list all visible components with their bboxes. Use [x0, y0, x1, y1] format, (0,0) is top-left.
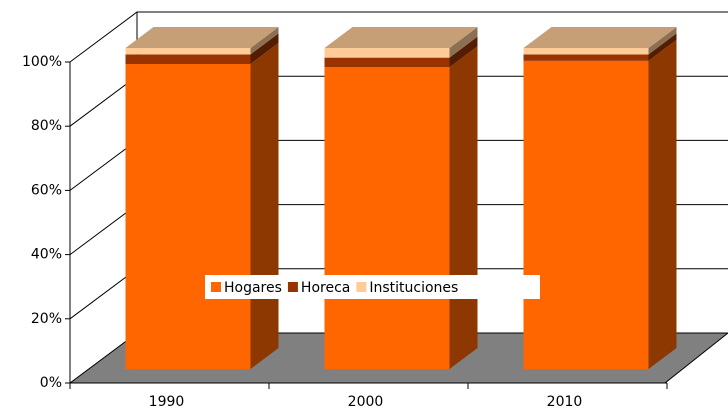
axes: 0% 20% 40% 60% 80% 100% 1990 2000 2010 [22, 54, 668, 410]
bar-segment [125, 48, 251, 55]
grid-line [69, 11, 728, 63]
bar-side [449, 27, 478, 58]
x-tick-label: 1990 [149, 394, 185, 410]
bar-segment [523, 60, 649, 370]
bar-segment [523, 54, 649, 61]
bar-side [648, 27, 677, 55]
y-tick-label: 80% [31, 118, 62, 134]
y-tick-label: 100% [22, 54, 62, 70]
y-tick-label: 0% [40, 375, 62, 391]
bar-segment [125, 54, 251, 65]
bars [125, 27, 677, 370]
bar-segment [324, 57, 450, 68]
legend-swatch [287, 282, 298, 292]
y-tick-label: 20% [31, 311, 62, 327]
bar-top [523, 27, 677, 48]
bar-segment [523, 48, 649, 55]
y-tick-label: 40% [31, 247, 62, 263]
legend: Hogares Horeca Instituciones [205, 275, 540, 299]
bar-side [250, 43, 279, 370]
bar-side [449, 46, 478, 369]
legend-label: Instituciones [369, 280, 458, 296]
legend-swatch [211, 282, 221, 292]
bar-side [250, 33, 279, 65]
bar-top [125, 27, 279, 48]
legend-swatch [356, 282, 367, 292]
bar-segment [125, 64, 251, 370]
bar-side [250, 27, 279, 55]
legend-label: Horeca [301, 280, 350, 296]
bar-segment [324, 67, 450, 369]
x-tick-label: 2010 [547, 394, 583, 410]
legend-box [205, 275, 540, 299]
bar-top [324, 27, 478, 48]
legend-label: Hogares [224, 280, 282, 296]
bar-side [648, 33, 677, 61]
bar-side [648, 39, 677, 370]
y-tick-label: 60% [31, 182, 62, 198]
x-tick-label: 2000 [348, 394, 384, 410]
bar-segment [324, 48, 450, 58]
bar-side [449, 36, 478, 68]
